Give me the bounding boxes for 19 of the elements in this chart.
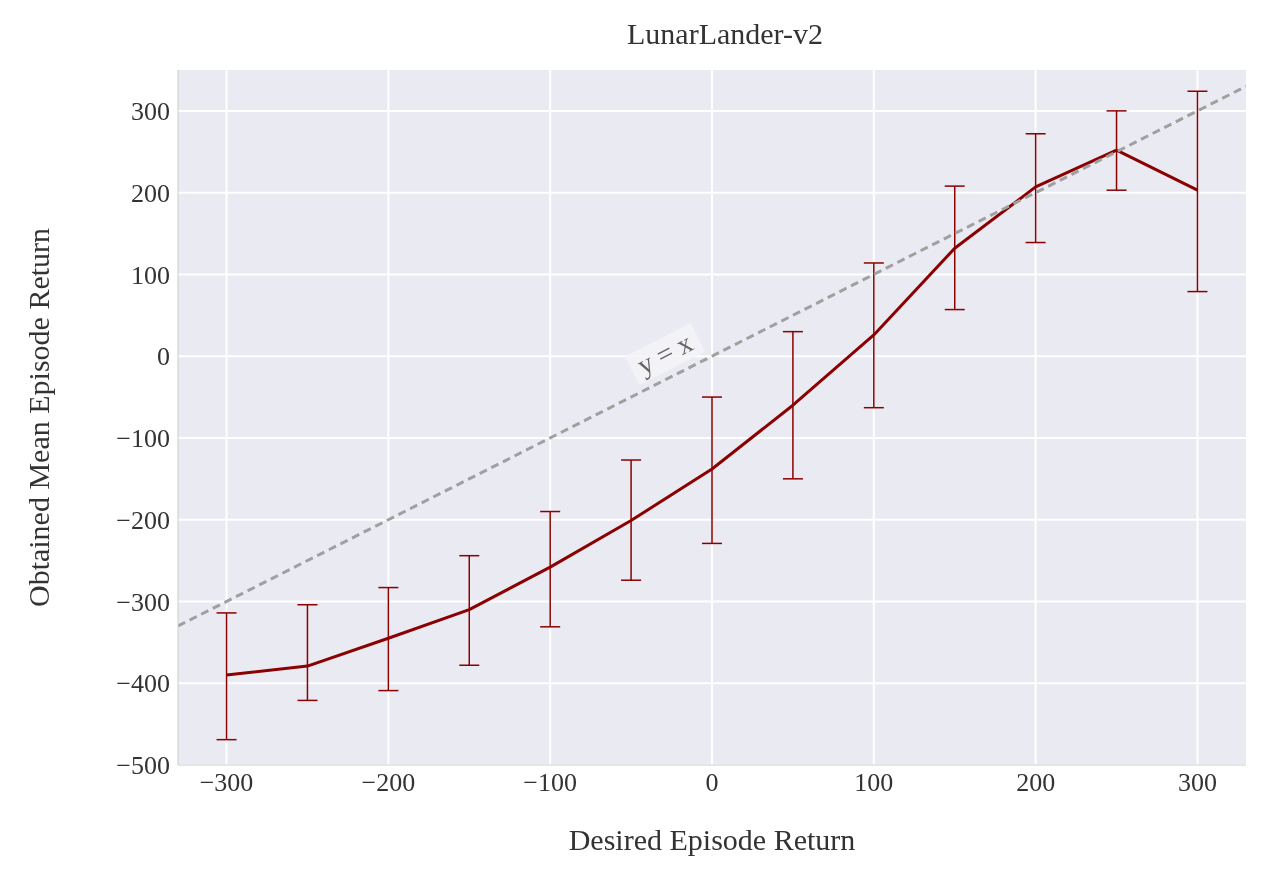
y-tick-label: 0 — [157, 342, 170, 372]
x-tick-label: −100 — [523, 768, 578, 798]
x-tick-label: −200 — [361, 768, 416, 798]
y-tick-label: 300 — [131, 97, 170, 127]
y-axis-title: Obtained Mean Episode Return — [21, 227, 55, 608]
y-tick-label: −500 — [116, 751, 170, 781]
x-tick-label: 300 — [1177, 768, 1217, 798]
y-tick-label: −300 — [116, 587, 170, 617]
y-tick-label: −200 — [116, 505, 170, 535]
chart-title: LunarLander-v2 — [626, 16, 824, 52]
x-axis-title: Desired Episode Return — [568, 823, 856, 856]
x-tick-label: 200 — [1016, 768, 1056, 798]
x-tick-label: −300 — [199, 768, 254, 798]
y-tick-label: 100 — [131, 260, 170, 290]
y-tick-label: −100 — [116, 424, 170, 454]
y-tick-label: 200 — [131, 178, 170, 208]
x-tick-label: 100 — [854, 768, 894, 798]
x-tick-label: 0 — [705, 768, 719, 798]
y-tick-label: −400 — [116, 669, 170, 699]
